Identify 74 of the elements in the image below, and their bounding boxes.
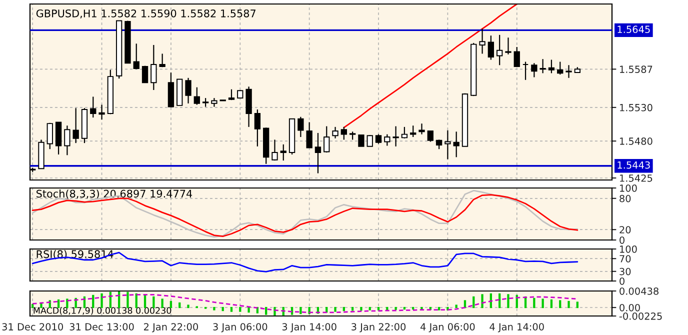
x-tick-label: 4 Jan 06:00 (420, 323, 475, 332)
x-tick-label: 2 Jan 22:00 (144, 323, 198, 332)
x-tick-label: 31 Dec 2010 (2, 323, 63, 330)
candlestick (133, 43, 140, 70)
candlestick (557, 61, 564, 76)
y-tick-label: 1.5587 (620, 66, 652, 73)
y-tick-label: 1.5530 (620, 104, 652, 112)
chart-title: Stoch(8,3,3) 20.6897 19.4774 (36, 190, 192, 199)
candlestick (298, 116, 304, 138)
candlestick (314, 132, 322, 174)
y-tick-label: -0.00225 (619, 312, 662, 320)
line-series (343, 4, 518, 128)
candlestick (522, 61, 529, 80)
candlestick (531, 62, 538, 78)
candlestick (159, 53, 166, 68)
candlestick (64, 125, 70, 156)
candlestick (384, 134, 390, 146)
candlestick (436, 139, 442, 150)
candlestick (488, 35, 494, 60)
y-tick-label: 30 (620, 268, 631, 276)
candlestick (142, 65, 148, 84)
candlestick (150, 44, 157, 91)
candlestick (514, 46, 520, 68)
candlestick (324, 126, 330, 154)
y-tick-label: 0 (620, 277, 624, 285)
x-tick-label: 31 Dec 13:00 (70, 323, 134, 330)
candlestick (548, 59, 555, 74)
ref-line-label: 1.5443 (618, 161, 650, 169)
candlestick (90, 96, 96, 118)
chart-title: GBPUSD,H1 1.5582 1.5590 1.5582 1.5587 (36, 9, 256, 18)
candlestick (358, 134, 364, 147)
y-tick-label: 70 (620, 255, 631, 262)
candlestick (98, 104, 105, 120)
candlestick (306, 122, 312, 148)
candlestick (453, 131, 460, 158)
candlestick (410, 125, 416, 138)
x-tick-label: 4 Jan 14:00 (490, 323, 544, 332)
y-tick-label: 0 (620, 236, 624, 244)
candlestick (505, 37, 512, 55)
candlestick (332, 126, 338, 139)
candlestick (392, 126, 399, 147)
candlestick (340, 126, 347, 140)
ref-line-label: 1.5645 (618, 26, 650, 34)
y-tick-label: 100 (620, 184, 637, 192)
line-series (32, 252, 578, 272)
candlestick (566, 64, 572, 78)
x-tick-label: 3 Jan 22:00 (352, 323, 406, 332)
y-tick-label: 1.5480 (620, 138, 652, 145)
y-tick-label: 20 (620, 226, 631, 234)
candlestick (479, 28, 486, 54)
candlestick (418, 123, 425, 135)
candlestick (444, 130, 451, 160)
candlestick (375, 134, 382, 144)
candlestick (254, 108, 261, 147)
y-tick-label: 100 (620, 245, 637, 253)
y-tick-label: 0.00438 (620, 287, 658, 295)
candlestick (46, 122, 53, 150)
x-tick-label: 3 Jan 06:00 (213, 323, 268, 332)
y-tick-label: 80 (620, 194, 631, 202)
candlestick (540, 58, 546, 74)
candlestick (55, 122, 62, 156)
candlestick (280, 144, 286, 162)
candlestick (401, 126, 408, 139)
candlestick (72, 108, 79, 144)
candlestick (194, 86, 200, 106)
text: MACD(8,17,9) 0.00138 0.00230 (34, 307, 172, 315)
y-tick-label: 1.5425 (620, 174, 652, 182)
candlestick (427, 130, 434, 142)
x-tick-label: 3 Jan 14:00 (282, 323, 336, 332)
candlestick (496, 34, 503, 66)
candlestick (185, 77, 192, 104)
candlestick (272, 139, 278, 162)
y-tick-label: 0.00 (620, 304, 640, 312)
line-series (32, 294, 578, 314)
